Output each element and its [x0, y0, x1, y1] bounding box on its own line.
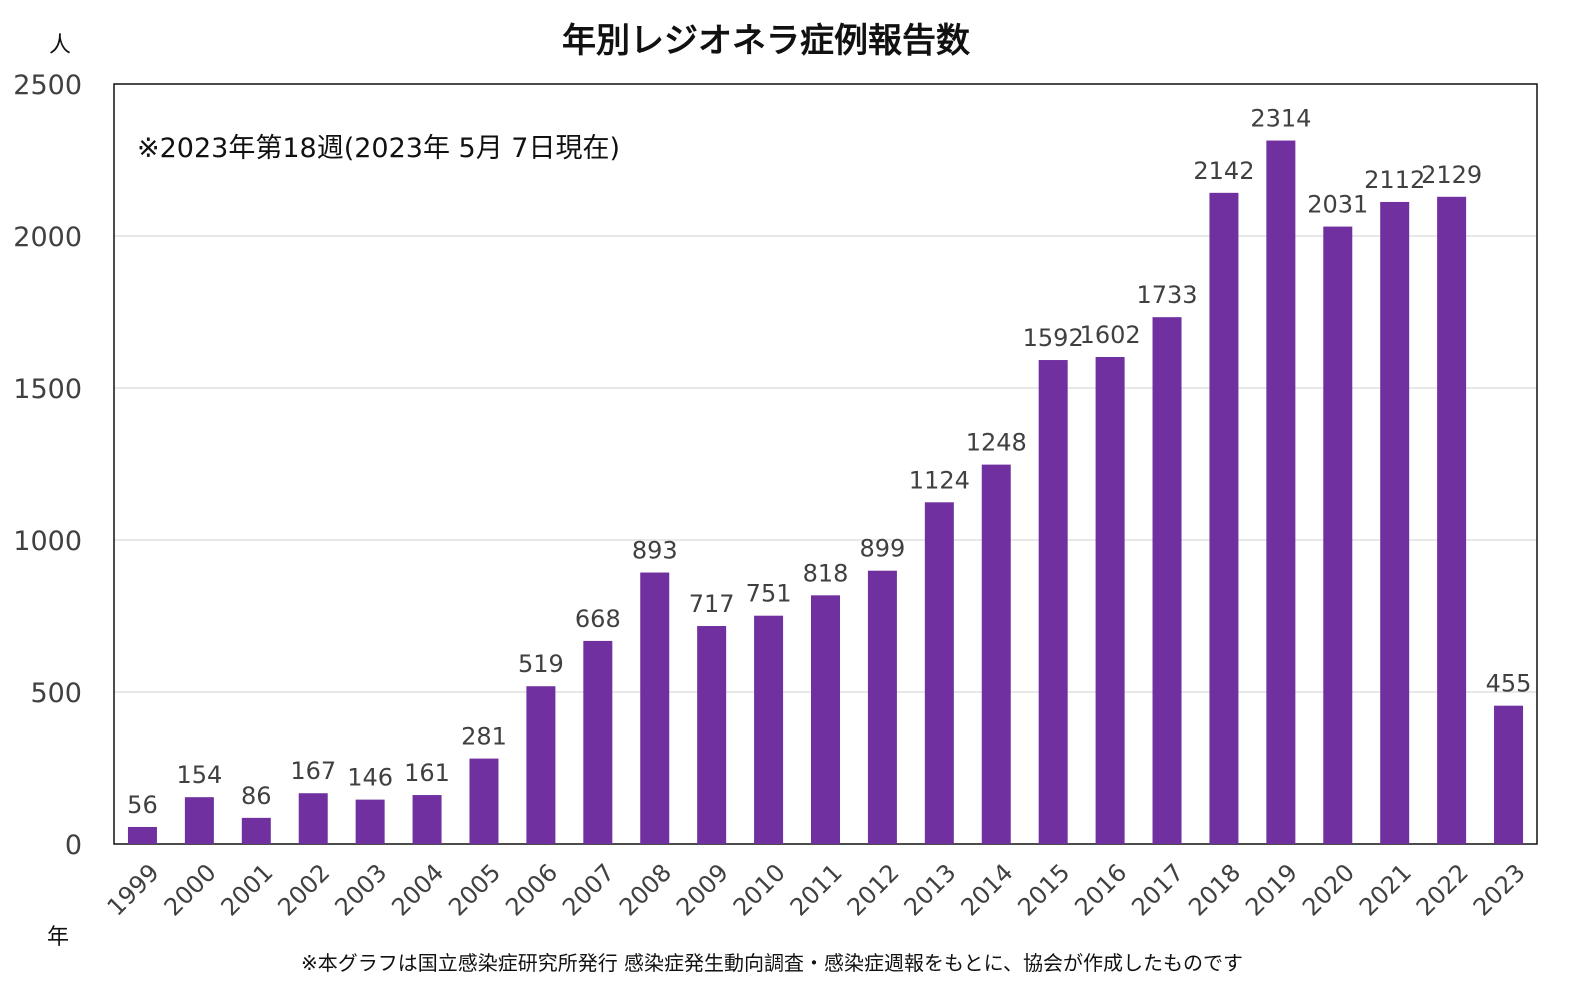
bar	[811, 595, 840, 844]
data-label: 899	[860, 535, 906, 563]
data-label: 751	[746, 580, 792, 608]
bar	[1494, 705, 1524, 844]
data-label: 2314	[1250, 105, 1311, 133]
x-tick-label: 2015	[1012, 858, 1075, 921]
y-tick-label: 500	[30, 678, 82, 709]
x-tick-label: 2012	[842, 858, 905, 921]
x-tick-label: 2005	[443, 858, 506, 921]
bars	[127, 140, 1524, 845]
bar	[298, 793, 328, 844]
source-footnote: ※本グラフは国立感染症研究所発行 感染症発生動向調査・感染症週報をもとに、協会が…	[301, 951, 1243, 975]
x-tick-label: 2022	[1411, 858, 1474, 921]
data-label: 56	[127, 791, 158, 819]
x-tick-label: 2007	[557, 858, 620, 921]
x-tick-label: 2010	[728, 858, 791, 921]
bar	[127, 826, 157, 844]
x-axis-ticks: 1999200020012002200320042005200620072008…	[102, 858, 1531, 921]
data-label: 1592	[1023, 324, 1084, 352]
data-label: 2031	[1307, 191, 1368, 219]
y-tick-label: 1000	[13, 526, 82, 557]
bar	[1038, 360, 1068, 844]
bar	[184, 797, 214, 844]
bar	[1380, 201, 1410, 844]
y-tick-label: 1500	[13, 374, 82, 405]
data-label: 1124	[909, 466, 970, 494]
bar	[924, 502, 954, 844]
data-label: 893	[632, 537, 678, 565]
y-tick-label: 0	[65, 830, 82, 861]
data-label: 455	[1486, 670, 1532, 698]
data-label: 2142	[1193, 157, 1254, 185]
bar	[1437, 196, 1467, 844]
x-tick-label: 2021	[1354, 858, 1417, 921]
bar	[867, 570, 897, 844]
chart-title: 年別レジオネラ症例報告数	[562, 21, 970, 61]
bar	[241, 817, 271, 844]
data-label: 2112	[1364, 166, 1425, 194]
data-label: 2129	[1421, 161, 1482, 189]
data-label: 281	[461, 723, 507, 751]
y-axis-ticks: 0 500 1000 1500 2000 2500	[13, 70, 82, 861]
data-label: 1248	[966, 429, 1027, 457]
bar	[412, 795, 442, 844]
x-tick-label: 2002	[272, 858, 335, 921]
y-axis-unit: 人	[49, 33, 71, 58]
x-tick-label: 2009	[671, 858, 734, 921]
bar	[1209, 192, 1239, 844]
x-tick-label: 2000	[159, 858, 222, 921]
y-tick-label: 2500	[13, 70, 82, 101]
x-tick-label: 2017	[1126, 858, 1189, 921]
x-tick-label: 2008	[614, 858, 677, 921]
x-tick-label: 2020	[1297, 858, 1360, 921]
x-tick-label: 2011	[785, 858, 848, 921]
data-label: 519	[518, 650, 564, 678]
data-label: 154	[176, 761, 222, 789]
bar	[469, 758, 499, 844]
x-tick-label: 2004	[386, 858, 449, 921]
x-tick-label: 2018	[1183, 858, 1246, 921]
data-label: 668	[575, 605, 621, 633]
date-annotation: ※2023年第18週(2023年 5月 7日現在)	[137, 133, 620, 164]
bar	[981, 464, 1011, 844]
data-labels: 56 154 86 167 146 161 281 519 668 893 717 751 818 899…	[127, 105, 1531, 819]
bar	[697, 626, 727, 844]
x-tick-label: 2006	[500, 858, 563, 921]
x-tick-label: 2003	[329, 858, 392, 921]
data-label: 1733	[1136, 281, 1197, 309]
x-tick-label: 2001	[216, 858, 279, 921]
data-label: 161	[404, 759, 450, 787]
x-tick-label: 1999	[102, 858, 165, 921]
x-tick-label: 2014	[956, 858, 1019, 921]
x-tick-label: 2023	[1468, 858, 1531, 921]
data-label: 1602	[1080, 321, 1141, 349]
x-axis-unit: 年	[47, 925, 69, 950]
bar	[355, 799, 385, 844]
x-tick-label: 2016	[1069, 858, 1132, 921]
bar	[754, 615, 784, 844]
data-label: 717	[689, 590, 735, 618]
bar	[1095, 356, 1125, 844]
data-label: 86	[241, 782, 272, 810]
x-tick-label: 2019	[1240, 858, 1303, 921]
bar	[583, 640, 613, 844]
bar	[1152, 317, 1182, 845]
bar	[640, 572, 670, 844]
data-label: 146	[347, 764, 393, 792]
y-tick-label: 2000	[13, 222, 82, 253]
data-label: 167	[290, 757, 336, 785]
bar	[1266, 140, 1296, 844]
bar	[526, 686, 556, 844]
x-tick-label: 2013	[899, 858, 962, 921]
bar	[1323, 226, 1353, 845]
data-label: 818	[803, 559, 849, 587]
